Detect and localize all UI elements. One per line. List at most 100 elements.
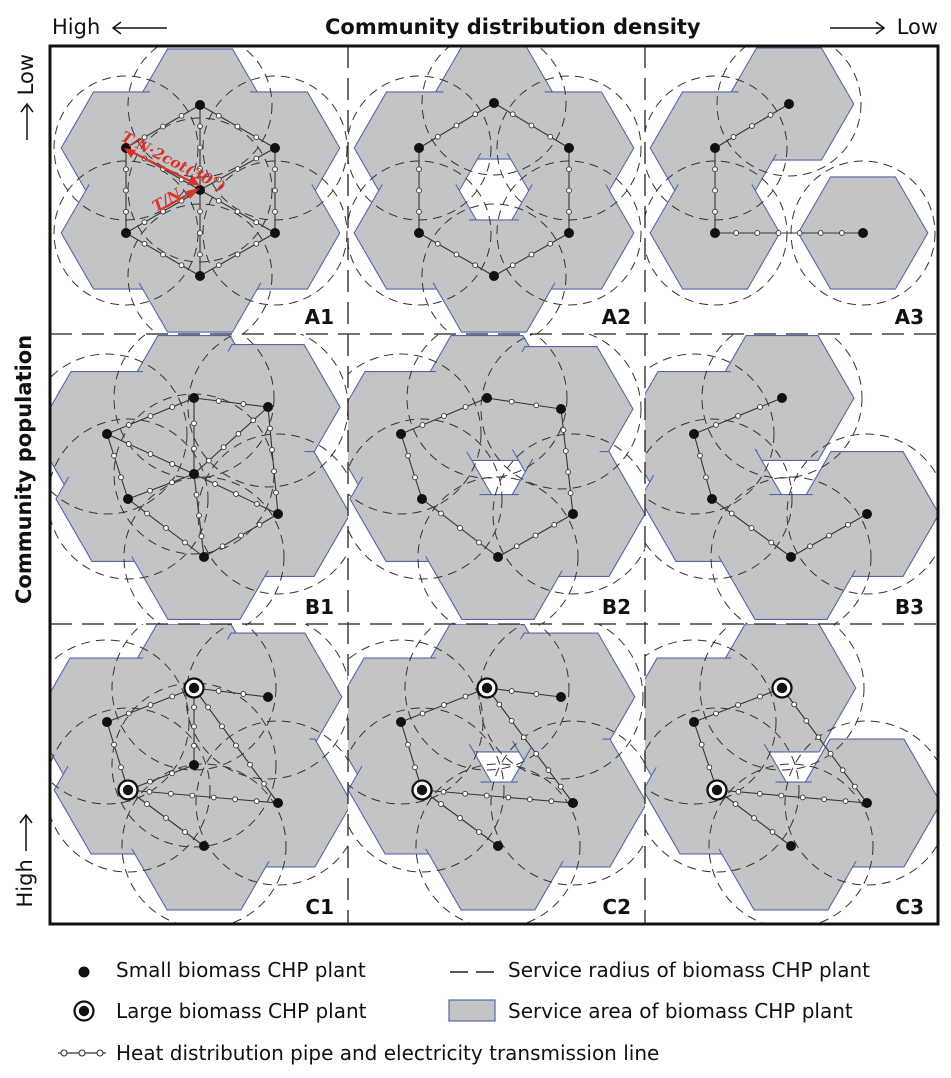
- small-plant: [195, 185, 205, 195]
- pipe-joint: [219, 543, 226, 550]
- legend-service-area: Service area of biomass CHP plant: [508, 999, 853, 1023]
- large-plant-core: [776, 682, 788, 694]
- pipe-joint: [457, 815, 463, 821]
- small-plant: [493, 841, 503, 851]
- pipe-line: [560, 408, 574, 515]
- pipe-joint: [839, 767, 846, 773]
- pipe-joint: [453, 251, 460, 258]
- pipe-joint: [735, 413, 741, 419]
- pipe-joint: [197, 165, 203, 172]
- pipe-line: [400, 433, 423, 500]
- service-radius: [348, 707, 505, 873]
- small-plant: [189, 469, 199, 479]
- pipe-joint: [845, 521, 851, 528]
- pipe-joint: [551, 521, 558, 528]
- small-plant: [784, 99, 794, 109]
- pipe-joint: [496, 701, 503, 708]
- panel-label-a1: A1: [305, 305, 334, 329]
- pipe-joint: [197, 251, 203, 258]
- pipe-joint: [472, 111, 479, 118]
- pipe-joint: [434, 133, 441, 140]
- small-plant: [396, 429, 406, 439]
- pipe-line: [267, 406, 279, 515]
- service-radius: [50, 707, 211, 873]
- service-radius: [710, 476, 872, 624]
- pipe-joint: [146, 789, 153, 795]
- service-radius: [490, 720, 645, 886]
- pipe-joint: [125, 422, 132, 428]
- panel-label-c2: C2: [602, 895, 631, 919]
- pipe-joint: [205, 457, 212, 464]
- pipe-joint: [144, 510, 150, 517]
- small-plant: [482, 393, 492, 403]
- pipe-joint: [193, 491, 200, 498]
- small-plant: [270, 228, 280, 238]
- pipe-line: [716, 789, 868, 804]
- pipe-joint: [509, 111, 516, 118]
- pipe-joint: [111, 452, 117, 459]
- pipe-joint: [548, 798, 555, 804]
- pipe-line: [421, 789, 574, 804]
- pipe-joint: [441, 413, 447, 419]
- small-plant: [102, 717, 112, 727]
- service-radius: [123, 476, 285, 624]
- pipe-joint: [728, 510, 735, 517]
- pipe-joint: [565, 469, 572, 475]
- panels-layer: A1 A2 A3 B1 B2 B3 C1 C2 C3: [50, 46, 938, 924]
- small-plant: [710, 143, 720, 153]
- pipe-joint: [205, 704, 211, 711]
- arrow-right-icon: [19, 813, 33, 851]
- service-radius: [415, 763, 581, 924]
- pipe-joint: [757, 693, 763, 700]
- density-low-label: Low: [828, 14, 938, 40]
- legend-service-radius: Service radius of biomass CHP plant: [508, 958, 870, 982]
- pipe-joint: [533, 750, 539, 757]
- pipe-joint: [160, 123, 166, 130]
- density-high-text: High: [52, 15, 101, 39]
- small-plant: [102, 429, 112, 439]
- service-radius: [480, 334, 642, 490]
- pipe-joint: [768, 539, 775, 546]
- pipe-joint: [735, 702, 741, 708]
- pipe-line: [193, 406, 269, 475]
- service-radius: [187, 334, 348, 488]
- pipe-joint: [791, 701, 797, 708]
- pipe-joint: [730, 134, 737, 140]
- large-plant-core: [711, 784, 723, 796]
- pipe-joint: [778, 792, 785, 799]
- pipe-joint: [754, 230, 761, 236]
- pipe-joint: [169, 693, 176, 700]
- small-plant: [556, 692, 566, 702]
- pipe-joint: [232, 796, 238, 803]
- legend-pipe-line: Heat distribution pipe and electricity t…: [116, 1041, 660, 1065]
- pipe-joint: [215, 197, 222, 204]
- small-plant: [564, 143, 574, 153]
- panel-label-a2: A2: [602, 305, 631, 329]
- pipe-joint: [240, 401, 247, 407]
- small-plant: [489, 98, 499, 108]
- small-plant: [862, 509, 872, 519]
- pipe-joint: [191, 420, 197, 427]
- pipe-joint: [247, 761, 253, 768]
- panel-b1: [50, 334, 348, 624]
- pipe-joint: [508, 398, 515, 405]
- panel-label-b2: B2: [602, 595, 631, 619]
- pipe-joint: [712, 208, 718, 215]
- panel-label-b1: B1: [305, 595, 334, 619]
- small-plant: [777, 393, 787, 403]
- pipe-joint: [272, 208, 278, 215]
- panel-label-b3: B3: [895, 595, 924, 619]
- pipe-joint: [261, 780, 267, 787]
- panel-c3: [645, 624, 938, 924]
- pipe-joint: [253, 219, 260, 226]
- small-plant: [489, 271, 499, 281]
- pipe-joint: [796, 230, 803, 236]
- pipe-joint: [405, 452, 411, 459]
- service-radius: [786, 433, 938, 595]
- pipe-joint: [799, 794, 806, 801]
- pipe-joint: [197, 144, 203, 151]
- pipe-line: [106, 433, 129, 500]
- legend-small-plant: Small biomass CHP plant: [116, 958, 366, 982]
- pipe-joint: [713, 422, 719, 428]
